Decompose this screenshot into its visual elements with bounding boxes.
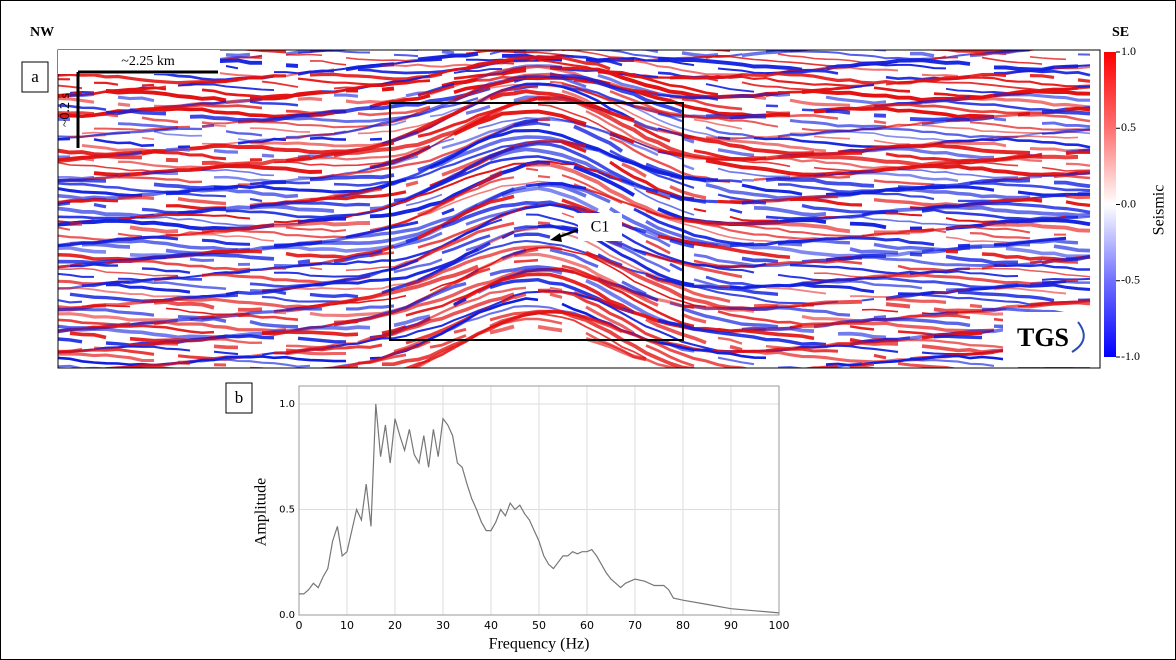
annotation: C1 xyxy=(591,219,610,236)
x-tick-label: 0 xyxy=(296,619,303,632)
panel-label: b xyxy=(235,388,244,407)
colorbar xyxy=(1104,52,1116,357)
y-tick-label: 0.0 xyxy=(279,610,295,621)
x-tick-label: 70 xyxy=(628,619,642,632)
colorbar-tick-label: 0.5 xyxy=(1121,120,1136,134)
x-axis-title: Frequency (Hz) xyxy=(489,636,590,653)
x-tick-label: 60 xyxy=(580,619,594,632)
colorbar-tick-label: 1.0 xyxy=(1121,44,1136,58)
colorbar-label: Seismic xyxy=(1151,185,1168,236)
x-tick-label: 30 xyxy=(436,619,450,632)
y-tick-label: 1.0 xyxy=(279,399,295,410)
direction-label: SE xyxy=(1112,25,1129,40)
x-tick-label: 80 xyxy=(676,619,690,632)
figure: ~2.25 km ~0.2 s a NW SE C1 TGS Seismic b… xyxy=(0,0,1176,660)
colorbar-tick-label: -0.5 xyxy=(1121,273,1140,287)
colorbar-tick-label: 0.0 xyxy=(1121,196,1136,210)
scale-v-label: ~0.2 s xyxy=(58,93,73,127)
y-axis-title: Amplitude xyxy=(253,478,270,546)
direction-label: NW xyxy=(30,25,54,40)
x-tick-label: 50 xyxy=(532,619,546,632)
logo: TGS xyxy=(1017,323,1069,352)
x-tick-label: 100 xyxy=(769,619,790,632)
y-tick-label: 0.5 xyxy=(279,504,295,515)
x-tick-label: 10 xyxy=(340,619,354,632)
scale-h-label: ~2.25 km xyxy=(121,54,175,69)
x-tick-label: 90 xyxy=(724,619,738,632)
x-tick-label: 40 xyxy=(484,619,498,632)
colorbar-tick-label: -1.0 xyxy=(1121,349,1140,363)
panel-label: a xyxy=(31,67,39,86)
x-tick-label: 20 xyxy=(388,619,402,632)
